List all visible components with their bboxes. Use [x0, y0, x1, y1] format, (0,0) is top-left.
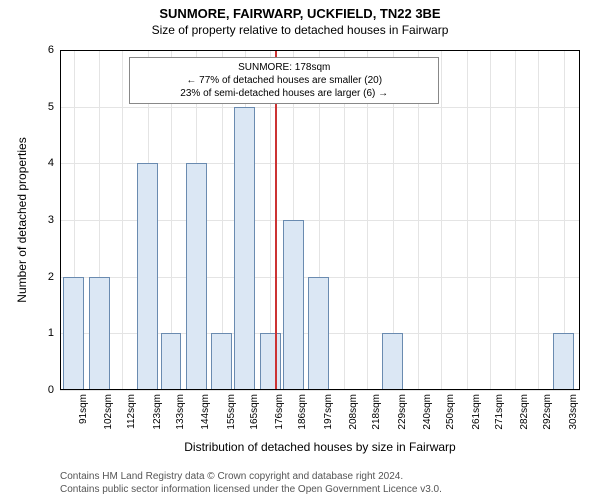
histogram-bar: [553, 333, 574, 390]
y-tick-label: 0: [24, 384, 54, 396]
gridline-vertical: [538, 50, 539, 390]
histogram-bar: [211, 333, 232, 390]
histogram-bar: [63, 277, 84, 390]
histogram-bar: [137, 163, 158, 390]
x-tick-label: 282sqm: [519, 394, 530, 430]
attribution-line: Contains HM Land Registry data © Crown c…: [60, 470, 442, 483]
x-tick-label: 112sqm: [126, 394, 137, 429]
histogram-bar: [308, 277, 329, 390]
x-tick-label: 218sqm: [371, 394, 382, 430]
x-tick-label: 186sqm: [297, 394, 308, 430]
chart-title-sub: Size of property relative to detached ho…: [0, 21, 600, 37]
histogram-bar: [283, 220, 304, 390]
annotation-line: SUNMORE: 178sqm: [136, 61, 432, 74]
y-tick-label: 1: [24, 327, 54, 339]
x-tick-label: 176sqm: [274, 394, 285, 430]
attribution-text: Contains HM Land Registry data © Crown c…: [60, 470, 442, 496]
x-tick-label: 91sqm: [78, 394, 89, 424]
gridline-vertical: [441, 50, 442, 390]
x-tick-label: 123sqm: [152, 394, 163, 430]
gridline-vertical: [467, 50, 468, 390]
x-axis-label: Distribution of detached houses by size …: [60, 440, 580, 454]
gridline-vertical: [122, 50, 123, 390]
histogram-bar: [186, 163, 207, 390]
x-tick-label: 229sqm: [397, 394, 408, 430]
x-tick-label: 271sqm: [494, 394, 505, 430]
histogram-bar: [260, 333, 281, 390]
x-tick-label: 250sqm: [445, 394, 456, 430]
x-tick-label: 261sqm: [471, 394, 482, 430]
x-tick-label: 240sqm: [422, 394, 433, 430]
gridline-vertical: [490, 50, 491, 390]
x-tick-label: 303sqm: [568, 394, 579, 430]
gridline-horizontal: [60, 107, 580, 108]
chart-container: SUNMORE, FAIRWARP, UCKFIELD, TN22 3BE Si…: [0, 0, 600, 500]
histogram-bar: [161, 333, 182, 390]
x-tick-label: 197sqm: [323, 394, 334, 430]
x-tick-label: 165sqm: [249, 394, 260, 430]
plot-area: 012345691sqm102sqm112sqm123sqm133sqm144s…: [60, 50, 580, 390]
x-tick-label: 102sqm: [103, 394, 114, 430]
x-tick-label: 144sqm: [200, 394, 211, 430]
gridline-horizontal: [60, 390, 580, 391]
y-tick-label: 5: [24, 101, 54, 113]
attribution-line: Contains public sector information licen…: [60, 483, 442, 496]
histogram-bar: [89, 277, 110, 390]
annotation-line: 23% of semi-detached houses are larger (…: [136, 87, 432, 100]
annotation-line: ← 77% of detached houses are smaller (20…: [136, 74, 432, 87]
x-tick-label: 133sqm: [175, 394, 186, 430]
annotation-box: SUNMORE: 178sqm← 77% of detached houses …: [129, 57, 439, 104]
x-tick-label: 155sqm: [226, 394, 237, 430]
histogram-bar: [382, 333, 403, 390]
x-tick-label: 208sqm: [348, 394, 359, 430]
y-tick-label: 6: [24, 44, 54, 56]
histogram-bar: [234, 107, 255, 390]
gridline-horizontal: [60, 50, 580, 51]
chart-title-main: SUNMORE, FAIRWARP, UCKFIELD, TN22 3BE: [0, 0, 600, 21]
gridline-vertical: [515, 50, 516, 390]
x-tick-label: 292sqm: [542, 394, 553, 430]
y-axis-label: Number of detached properties: [15, 137, 29, 302]
